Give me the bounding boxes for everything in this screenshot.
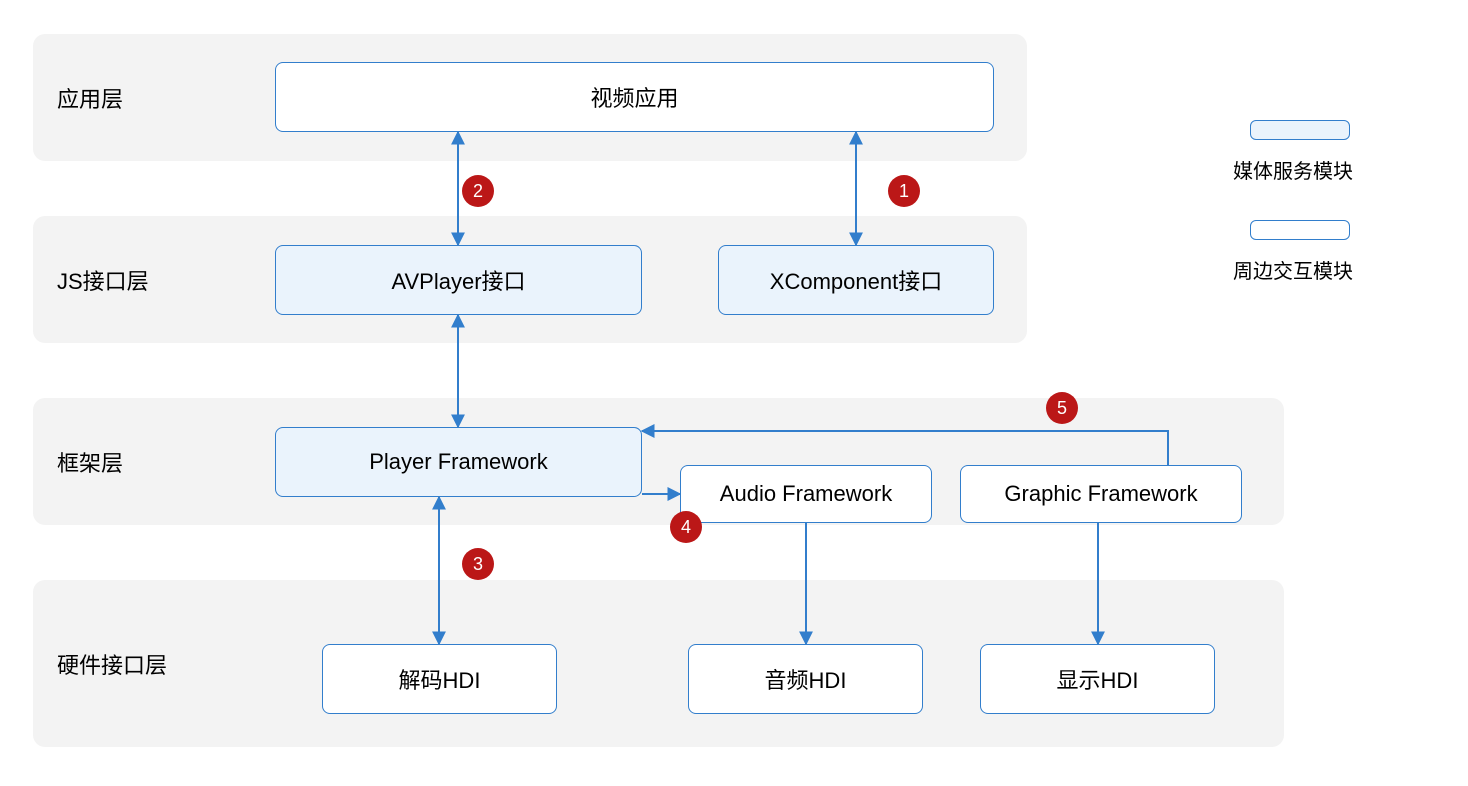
node-decode-hdi: 解码HDI (322, 644, 557, 714)
layer-label-hdi: 硬件接口层 (57, 648, 167, 680)
layer-label-fw: 框架层 (57, 446, 123, 478)
node-audio-hdi: 音频HDI (688, 644, 923, 714)
badge-2: 2 (462, 175, 494, 207)
layer-label-app: 应用层 (57, 82, 123, 114)
badge-3: 3 (462, 548, 494, 580)
badge-4: 4 (670, 511, 702, 543)
legend-swatch-1 (1250, 220, 1350, 240)
node-display-hdi: 显示HDI (980, 644, 1215, 714)
node-audio-fw: Audio Framework (680, 465, 932, 523)
badge-1: 1 (888, 175, 920, 207)
node-avplayer-api: AVPlayer接口 (275, 245, 642, 315)
node-player-fw: Player Framework (275, 427, 642, 497)
layer-label-js: JS接口层 (57, 264, 149, 296)
node-video-app: 视频应用 (275, 62, 994, 132)
legend-label-1: 周边交互模块 (1233, 255, 1353, 284)
node-xcomp-api: XComponent接口 (718, 245, 994, 315)
legend-label-0: 媒体服务模块 (1233, 155, 1353, 184)
node-graphic-fw: Graphic Framework (960, 465, 1242, 523)
badge-5: 5 (1046, 392, 1078, 424)
legend-swatch-0 (1250, 120, 1350, 140)
